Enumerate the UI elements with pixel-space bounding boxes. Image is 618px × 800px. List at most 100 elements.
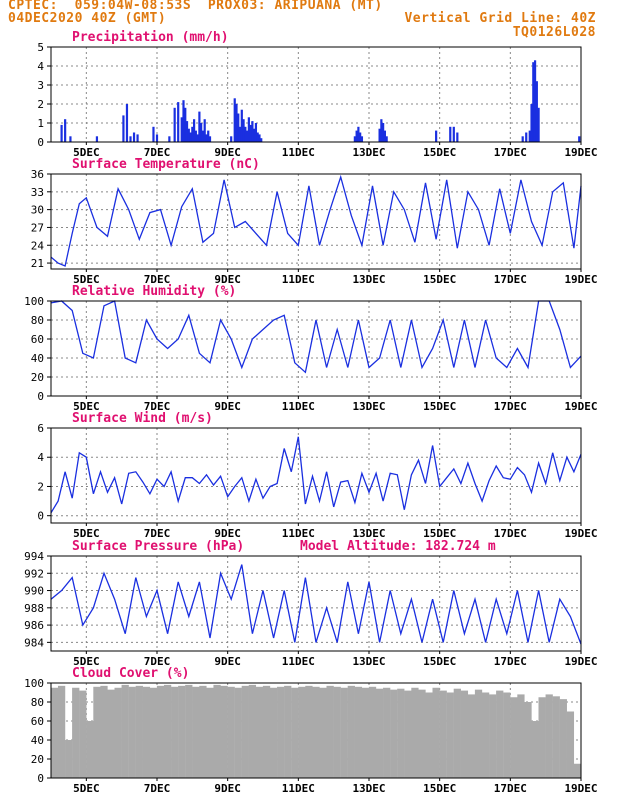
series-line — [50, 174, 582, 267]
y-tick-label: 990 — [24, 585, 44, 598]
precip-bar — [191, 126, 194, 142]
x-tick-label: 17DEC — [494, 782, 527, 795]
y-tick-label: 1 — [37, 117, 44, 130]
precip-bar — [242, 119, 245, 142]
y-tick-label: 80 — [31, 696, 44, 709]
x-tick-label: 15DEC — [423, 527, 456, 540]
x-tick-label: 13DEC — [352, 527, 385, 540]
precip-bar — [238, 126, 242, 142]
precip-bar — [254, 123, 258, 142]
cloud-bar — [50, 687, 59, 778]
x-tick-label: 15DEC — [423, 400, 456, 413]
cloud-bar — [142, 686, 151, 778]
cloud-bar — [312, 686, 320, 778]
cloud-bar — [510, 697, 518, 778]
y-tick-label: 992 — [24, 567, 44, 580]
precip-bar — [230, 136, 233, 142]
y-tick-label: 60 — [31, 715, 44, 728]
cloud-bar — [65, 740, 73, 778]
cloud-bar — [439, 690, 447, 778]
cloud-bar — [489, 694, 497, 778]
cloud-bar — [503, 692, 511, 778]
cloud-bar — [149, 687, 158, 778]
precip-bar — [201, 130, 205, 142]
cloud-bar — [538, 697, 546, 778]
panel-frame — [50, 173, 582, 270]
panel-4: 984 986 988 990 992 994 5DEC 7DEC 9DEC 11DEC 13DEC… — [24, 539, 597, 668]
x-tick-label: 19DEC — [564, 273, 597, 286]
cloud-bar — [156, 685, 165, 778]
precip-bar — [194, 130, 197, 142]
precip-bar — [173, 107, 176, 142]
precip-bar — [193, 119, 196, 142]
precip-bar — [185, 121, 189, 142]
precip-bar — [253, 128, 256, 142]
precip-bar — [452, 126, 455, 142]
cloud-bar — [255, 686, 264, 778]
cloud-bar — [107, 689, 115, 778]
x-tick-label: 9DEC — [214, 782, 241, 795]
cloud-bar — [517, 694, 525, 778]
x-tick-label: 17DEC — [494, 273, 527, 286]
precip-bar — [530, 104, 533, 142]
precip-bar — [152, 126, 155, 142]
precip-bar — [353, 136, 356, 142]
precip-bar — [251, 121, 254, 142]
y-tick-label: 6 — [37, 422, 44, 435]
precip-bar — [578, 136, 581, 142]
panel-frame — [50, 46, 582, 143]
x-tick-label: 7DEC — [144, 655, 171, 668]
cloud-bar — [573, 763, 582, 778]
precip-bar — [187, 128, 190, 142]
precip-bar — [64, 119, 67, 142]
precip-bar — [528, 130, 531, 142]
precip-bar — [237, 113, 240, 142]
precip-bar — [246, 130, 249, 142]
x-tick-label: 5DEC — [73, 273, 100, 286]
cloud-bar — [418, 689, 426, 778]
precip-bar — [136, 134, 139, 142]
x-tick-label: 11DEC — [282, 146, 315, 159]
x-tick-label: 9DEC — [214, 527, 241, 540]
cloud-bar — [566, 711, 575, 778]
x-tick-label: 11DEC — [282, 527, 315, 540]
cloud-bar — [319, 687, 327, 778]
cloud-bar — [269, 687, 278, 778]
y-tick-label: 3 — [37, 79, 44, 92]
cloud-bar — [432, 687, 440, 778]
panel-3: 0 2 4 6 5DEC 7DEC 9DEC 11DEC 13DEC 15DEC 17DEC 19DE… — [37, 411, 597, 540]
header-line1: CPTEC: 059:04W-08:53S PROX03: ARIPUANA (… — [8, 0, 383, 13]
cloud-bar — [361, 687, 370, 778]
precip-bar — [247, 117, 250, 142]
x-tick-label: 15DEC — [423, 273, 456, 286]
cloud-bar — [481, 692, 490, 778]
cloud-bar — [375, 688, 384, 778]
precip-bar — [196, 134, 199, 142]
panel-frame — [50, 300, 582, 397]
panel-title: Cloud Cover (%) — [72, 666, 189, 681]
precip-bar — [69, 136, 72, 142]
precip-bar — [382, 123, 385, 142]
precip-bar — [155, 134, 159, 142]
cloud-bar — [545, 694, 553, 778]
cloud-bar — [227, 686, 235, 778]
header-line2-left: 04DEC2020 40Z (GMT) — [8, 11, 167, 26]
x-tick-label: 13DEC — [352, 655, 385, 668]
cloud-bar — [340, 687, 348, 778]
cloud-bar — [326, 685, 334, 778]
cloud-bar — [383, 687, 391, 778]
y-tick-label: 986 — [24, 619, 44, 632]
panel-title: Relative Humidity (%) — [72, 284, 236, 299]
cloud-bar — [411, 687, 419, 778]
y-tick-label: 984 — [24, 636, 44, 649]
cloud-bar — [531, 721, 539, 778]
precip-bar — [60, 124, 63, 142]
x-tick-label: 9DEC — [214, 273, 241, 286]
x-tick-label: 15DEC — [423, 782, 456, 795]
x-tick-label: 13DEC — [352, 782, 385, 795]
cloud-bar — [291, 687, 299, 778]
cloud-bar — [114, 687, 122, 778]
panel-title: Surface Pressure (hPa) — [72, 539, 244, 554]
precip-bar — [249, 124, 252, 142]
y-tick-label: 24 — [31, 239, 45, 252]
